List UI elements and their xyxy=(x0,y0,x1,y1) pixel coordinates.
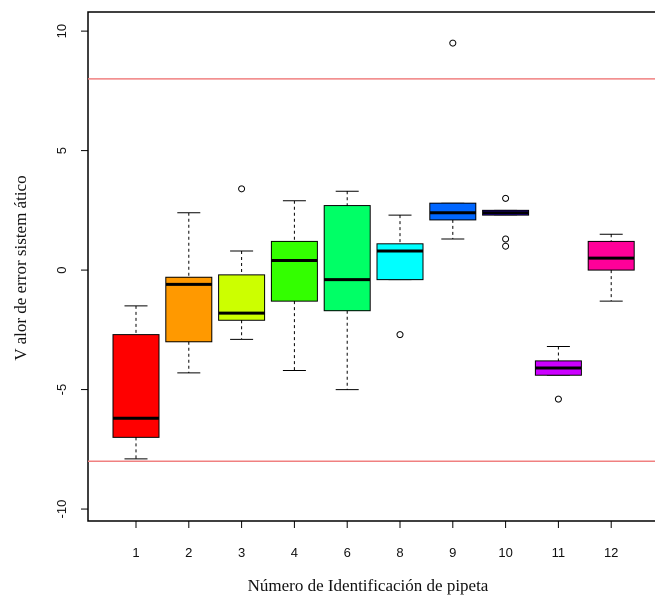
box-9-outlier xyxy=(449,39,457,47)
box-8-iqr xyxy=(376,243,424,281)
box-11-outlier xyxy=(554,395,562,403)
x-tick-label: 11 xyxy=(552,545,566,560)
box-1-iqr xyxy=(112,334,160,438)
y-tick-label: -5 xyxy=(54,384,69,396)
box-4-iqr xyxy=(270,240,318,302)
plot-frame xyxy=(87,11,655,522)
box-2-iqr xyxy=(165,276,213,343)
y-tick-label: -10 xyxy=(54,500,69,519)
x-tick-label: 9 xyxy=(449,545,456,560)
y-axis-title: V alor de error sistem ático xyxy=(11,175,30,360)
x-tick-label: 6 xyxy=(344,545,351,560)
x-axis-title: Número de Identificación de pipeta xyxy=(248,576,489,595)
box-6-iqr xyxy=(323,205,371,312)
box-8-outlier xyxy=(396,331,404,339)
y-tick-label: 0 xyxy=(54,266,69,273)
x-tick-label: 3 xyxy=(238,545,245,560)
x-tick-label: 1 xyxy=(132,545,139,560)
box-3-outlier xyxy=(238,185,246,193)
y-tick-label: 10 xyxy=(54,24,69,38)
x-tick-label: 10 xyxy=(498,545,512,560)
x-tick-label: 12 xyxy=(604,545,618,560)
box-10-outlier xyxy=(502,242,510,250)
y-tick-label: 5 xyxy=(54,147,69,154)
box-12-iqr xyxy=(587,240,635,271)
box-10-outlier xyxy=(502,235,510,243)
box-10-outlier xyxy=(502,194,510,202)
x-tick-label: 8 xyxy=(396,545,403,560)
x-tick-label: 4 xyxy=(291,545,298,560)
x-tick-label: 2 xyxy=(185,545,192,560)
